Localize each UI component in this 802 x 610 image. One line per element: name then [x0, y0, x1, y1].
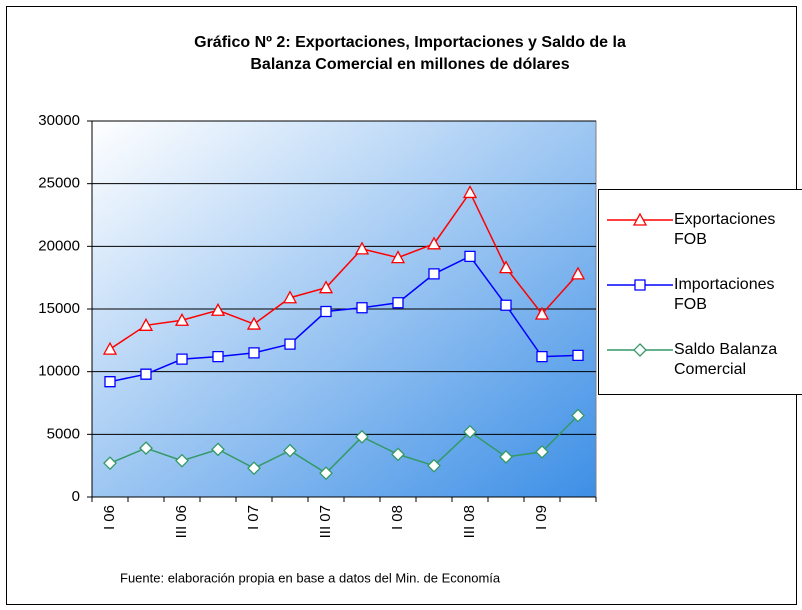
- source-note: Fuente: elaboración propia en base a dat…: [120, 570, 501, 585]
- legend-key: [607, 343, 673, 357]
- chart-title: Balanza Comercial en millones de dólares: [250, 56, 569, 73]
- marker: [174, 312, 190, 326]
- marker: [535, 444, 549, 459]
- chart-title: Gráfico Nº 2: Exportaciones, Importacion…: [194, 34, 626, 51]
- marker: [211, 442, 225, 457]
- marker: [175, 453, 189, 468]
- marker: [500, 299, 512, 311]
- x-tick-label: I 06: [101, 505, 118, 530]
- marker: [248, 347, 260, 359]
- marker: [355, 429, 369, 444]
- y-tick-label: 15000: [38, 300, 80, 317]
- marker: [283, 443, 297, 458]
- marker: [102, 341, 118, 355]
- marker: [284, 338, 296, 350]
- marker: [319, 466, 333, 481]
- marker: [464, 250, 476, 263]
- y-tick-label: 5000: [47, 425, 80, 442]
- y-tick-label: 25000: [38, 175, 80, 192]
- legend-item: Exportaciones FOB: [599, 210, 799, 260]
- x-tick-label: III 07: [317, 505, 334, 538]
- marker: [390, 250, 406, 264]
- marker: [632, 212, 648, 226]
- marker: [392, 297, 404, 309]
- marker: [463, 424, 477, 439]
- marker: [571, 408, 585, 423]
- marker: [246, 316, 262, 330]
- marker: [572, 349, 584, 362]
- marker: [462, 185, 478, 199]
- marker: [426, 236, 442, 250]
- marker: [139, 441, 153, 456]
- marker: [633, 343, 647, 357]
- marker: [391, 447, 405, 462]
- legend: Exportaciones FOB Importaciones FOB Saldo …: [598, 189, 802, 395]
- x-tick-label: I 07: [245, 505, 262, 530]
- marker: [282, 290, 298, 304]
- marker: [210, 302, 226, 316]
- legend-key: [607, 279, 673, 291]
- marker: [356, 302, 368, 314]
- marker: [634, 279, 646, 291]
- marker: [176, 353, 188, 365]
- marker: [320, 305, 332, 318]
- legend-key: [607, 212, 673, 226]
- marker: [570, 266, 586, 280]
- legend-item: Importaciones FOB: [599, 275, 799, 325]
- x-tick-label: I 08: [389, 505, 406, 530]
- marker: [499, 449, 513, 464]
- y-tick-label: 0: [72, 488, 80, 505]
- series-line: [109, 255, 579, 383]
- marker: [247, 461, 261, 476]
- y-tick-label: 30000: [38, 112, 80, 129]
- y-tick-label: 10000: [38, 363, 80, 380]
- marker: [318, 280, 334, 294]
- marker: [212, 350, 224, 363]
- x-tick-label: III 08: [461, 505, 478, 538]
- marker: [140, 368, 152, 380]
- marker: [138, 317, 154, 331]
- marker: [498, 260, 514, 274]
- legend-label: Importaciones FOB: [674, 276, 775, 313]
- legend-label: Saldo Balanza Comercial: [674, 341, 778, 378]
- marker: [536, 350, 548, 363]
- marker: [104, 376, 116, 388]
- x-tick-label: I 09: [533, 505, 550, 530]
- x-tick-label: III 06: [173, 505, 190, 538]
- series-line: [109, 415, 579, 475]
- series-line: [109, 190, 579, 350]
- marker: [103, 456, 117, 471]
- marker: [534, 306, 550, 320]
- legend-label: Exportaciones FOB: [674, 211, 776, 248]
- marker: [354, 241, 370, 255]
- legend-item: Saldo Balanza Comercial: [599, 340, 799, 390]
- y-tick-label: 20000: [38, 237, 80, 254]
- marker: [427, 458, 441, 473]
- marker: [428, 268, 440, 280]
